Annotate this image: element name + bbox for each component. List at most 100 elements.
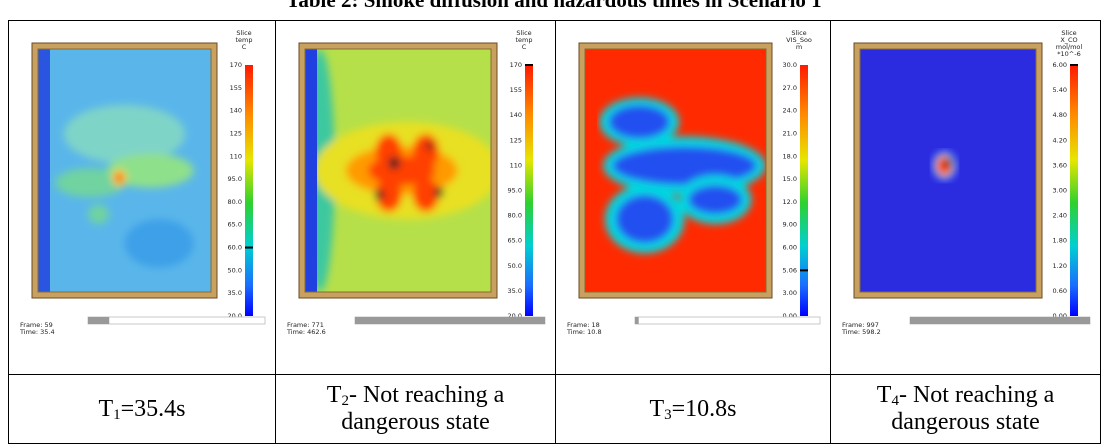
colorbar-label: 3.60 xyxy=(1052,161,1066,169)
colorbar-label: 27.0 xyxy=(782,84,796,92)
panel-cell: Slice temp C 170 155 140 125 110 95.0 80.0 65.0 50.… xyxy=(275,20,556,375)
blob xyxy=(63,104,185,164)
caption-cell: T3=10.8s xyxy=(555,374,831,444)
colorbar-label: 125 xyxy=(229,129,241,137)
colorbar-label: 20.0 xyxy=(227,312,241,320)
progress-track xyxy=(87,316,265,325)
blob xyxy=(611,146,757,186)
time-label: Time: 35.4 xyxy=(19,328,55,336)
slice-strip xyxy=(37,49,50,292)
slice-label: *10^-6 xyxy=(1057,50,1080,58)
blob xyxy=(124,219,194,268)
panel-cell: Slice VIS_Soo m 30.0 27.0 24.0 21.0 18.0 15.0 12.… xyxy=(555,20,831,375)
caption-sub: 3 xyxy=(664,406,672,423)
caption-rest: - Not reaching a dangerous state xyxy=(891,382,1055,435)
caption-cell: T2- Not reaching a dangerous state xyxy=(275,374,556,444)
slice-label: Slice xyxy=(516,29,531,37)
blob xyxy=(388,157,400,170)
colorbar-label: 80.0 xyxy=(507,212,521,220)
progress-fill xyxy=(909,317,1090,324)
caption-cell: T4- Not reaching a dangerous state xyxy=(830,374,1101,444)
panel-cell: Slice X_CO mol/mol *10^-6 6.00 5.40 4.80 4.20 3.… xyxy=(830,20,1101,375)
slice-strip xyxy=(584,49,597,292)
colorbar-label: 65.0 xyxy=(507,237,521,245)
frame-label: Frame: 18 xyxy=(567,321,600,329)
colorbar-label: 5.06 xyxy=(782,266,796,274)
colorbar-label: 170 xyxy=(229,61,241,69)
frame-label: Frame: 997 xyxy=(842,321,879,329)
colorbar-label: 0.60 xyxy=(1052,287,1066,295)
colorbar-marker xyxy=(1069,64,1078,66)
colorbar-label: 35.0 xyxy=(227,289,241,297)
slice-label: mol/mol xyxy=(1055,43,1082,51)
colorbar-label: 12.0 xyxy=(782,198,796,206)
blob xyxy=(615,194,674,244)
caption-base: T xyxy=(326,382,342,408)
colorbar xyxy=(244,65,253,316)
progress-track xyxy=(634,316,820,325)
blob xyxy=(375,177,402,212)
slice-label: m xyxy=(795,43,801,51)
caption-base: T xyxy=(876,382,892,408)
colorbar-label: 35.0 xyxy=(507,287,521,295)
colorbar-label: 110 xyxy=(509,161,521,169)
caption-sub: 4 xyxy=(891,393,899,409)
caption-rest: =10.8s xyxy=(671,395,737,422)
blob xyxy=(54,168,124,198)
blob xyxy=(608,104,670,139)
colorbar-label: 50.0 xyxy=(227,266,241,274)
blob xyxy=(425,142,433,150)
colorbar-label: 95.0 xyxy=(227,175,241,183)
table-title: Table 2: Smoke diffusion and hazardous t… xyxy=(286,0,822,12)
colorbar-label: 24.0 xyxy=(782,107,796,115)
colorbar-label: 110 xyxy=(229,152,241,160)
blob xyxy=(412,134,439,169)
colorbar-label: 125 xyxy=(509,136,521,144)
progress-fill xyxy=(354,317,545,324)
colorbar-label: 4.80 xyxy=(1052,111,1066,119)
colorbar-label: 140 xyxy=(509,111,521,119)
colorbar-label: 95.0 xyxy=(507,187,521,195)
colorbar-marker xyxy=(524,64,533,66)
frame-edge xyxy=(584,48,766,293)
colorbar-label: 18.0 xyxy=(782,152,796,160)
slice-label: X_CO xyxy=(1060,36,1077,44)
colorbar-label: 0.00 xyxy=(782,312,796,320)
progress-fill xyxy=(634,317,639,324)
time-label: Time: 10.8 xyxy=(566,328,602,336)
colorbar-label: 155 xyxy=(229,84,241,92)
slice-label: temp xyxy=(235,36,252,44)
colorbar-label: 0.00 xyxy=(1052,312,1066,320)
colorbar-label: 65.0 xyxy=(227,221,241,229)
caption-rest: - Not reaching a dangerous state xyxy=(341,382,505,435)
progress-fill xyxy=(87,317,109,324)
colorbar-label: 21.0 xyxy=(782,129,796,137)
panel-cell: Slice temp C 170 155 140 125 110 95.0 80.0 65.0 60.… xyxy=(8,20,276,375)
blob xyxy=(412,177,439,212)
colorbar-label: 1.20 xyxy=(1052,262,1066,270)
colorbar-label: 140 xyxy=(229,107,241,115)
colorbar-label: 155 xyxy=(509,86,521,94)
colorbar-label: 9.00 xyxy=(782,221,796,229)
colorbar-marker xyxy=(244,246,253,249)
colorbar-label: 3.00 xyxy=(782,289,796,297)
time-label: Time: 462.6 xyxy=(286,328,326,336)
frame-label: Frame: 771 xyxy=(287,321,324,329)
frame-edge xyxy=(859,48,1036,293)
slice-strip xyxy=(304,49,317,292)
colorbar-label: 4.20 xyxy=(1052,136,1066,144)
caption-sub: 1 xyxy=(113,406,121,423)
slice-label: C xyxy=(241,43,246,51)
slice-label: C xyxy=(521,43,526,51)
blob xyxy=(687,185,742,215)
colorbar-label: 80.0 xyxy=(227,198,241,206)
blob xyxy=(115,172,123,183)
colorbar-label: 50.0 xyxy=(507,262,521,270)
blob xyxy=(374,189,384,200)
colorbar-label: 60.0 xyxy=(227,244,241,252)
caption-sub: 2 xyxy=(341,393,349,409)
colorbar xyxy=(799,65,808,316)
